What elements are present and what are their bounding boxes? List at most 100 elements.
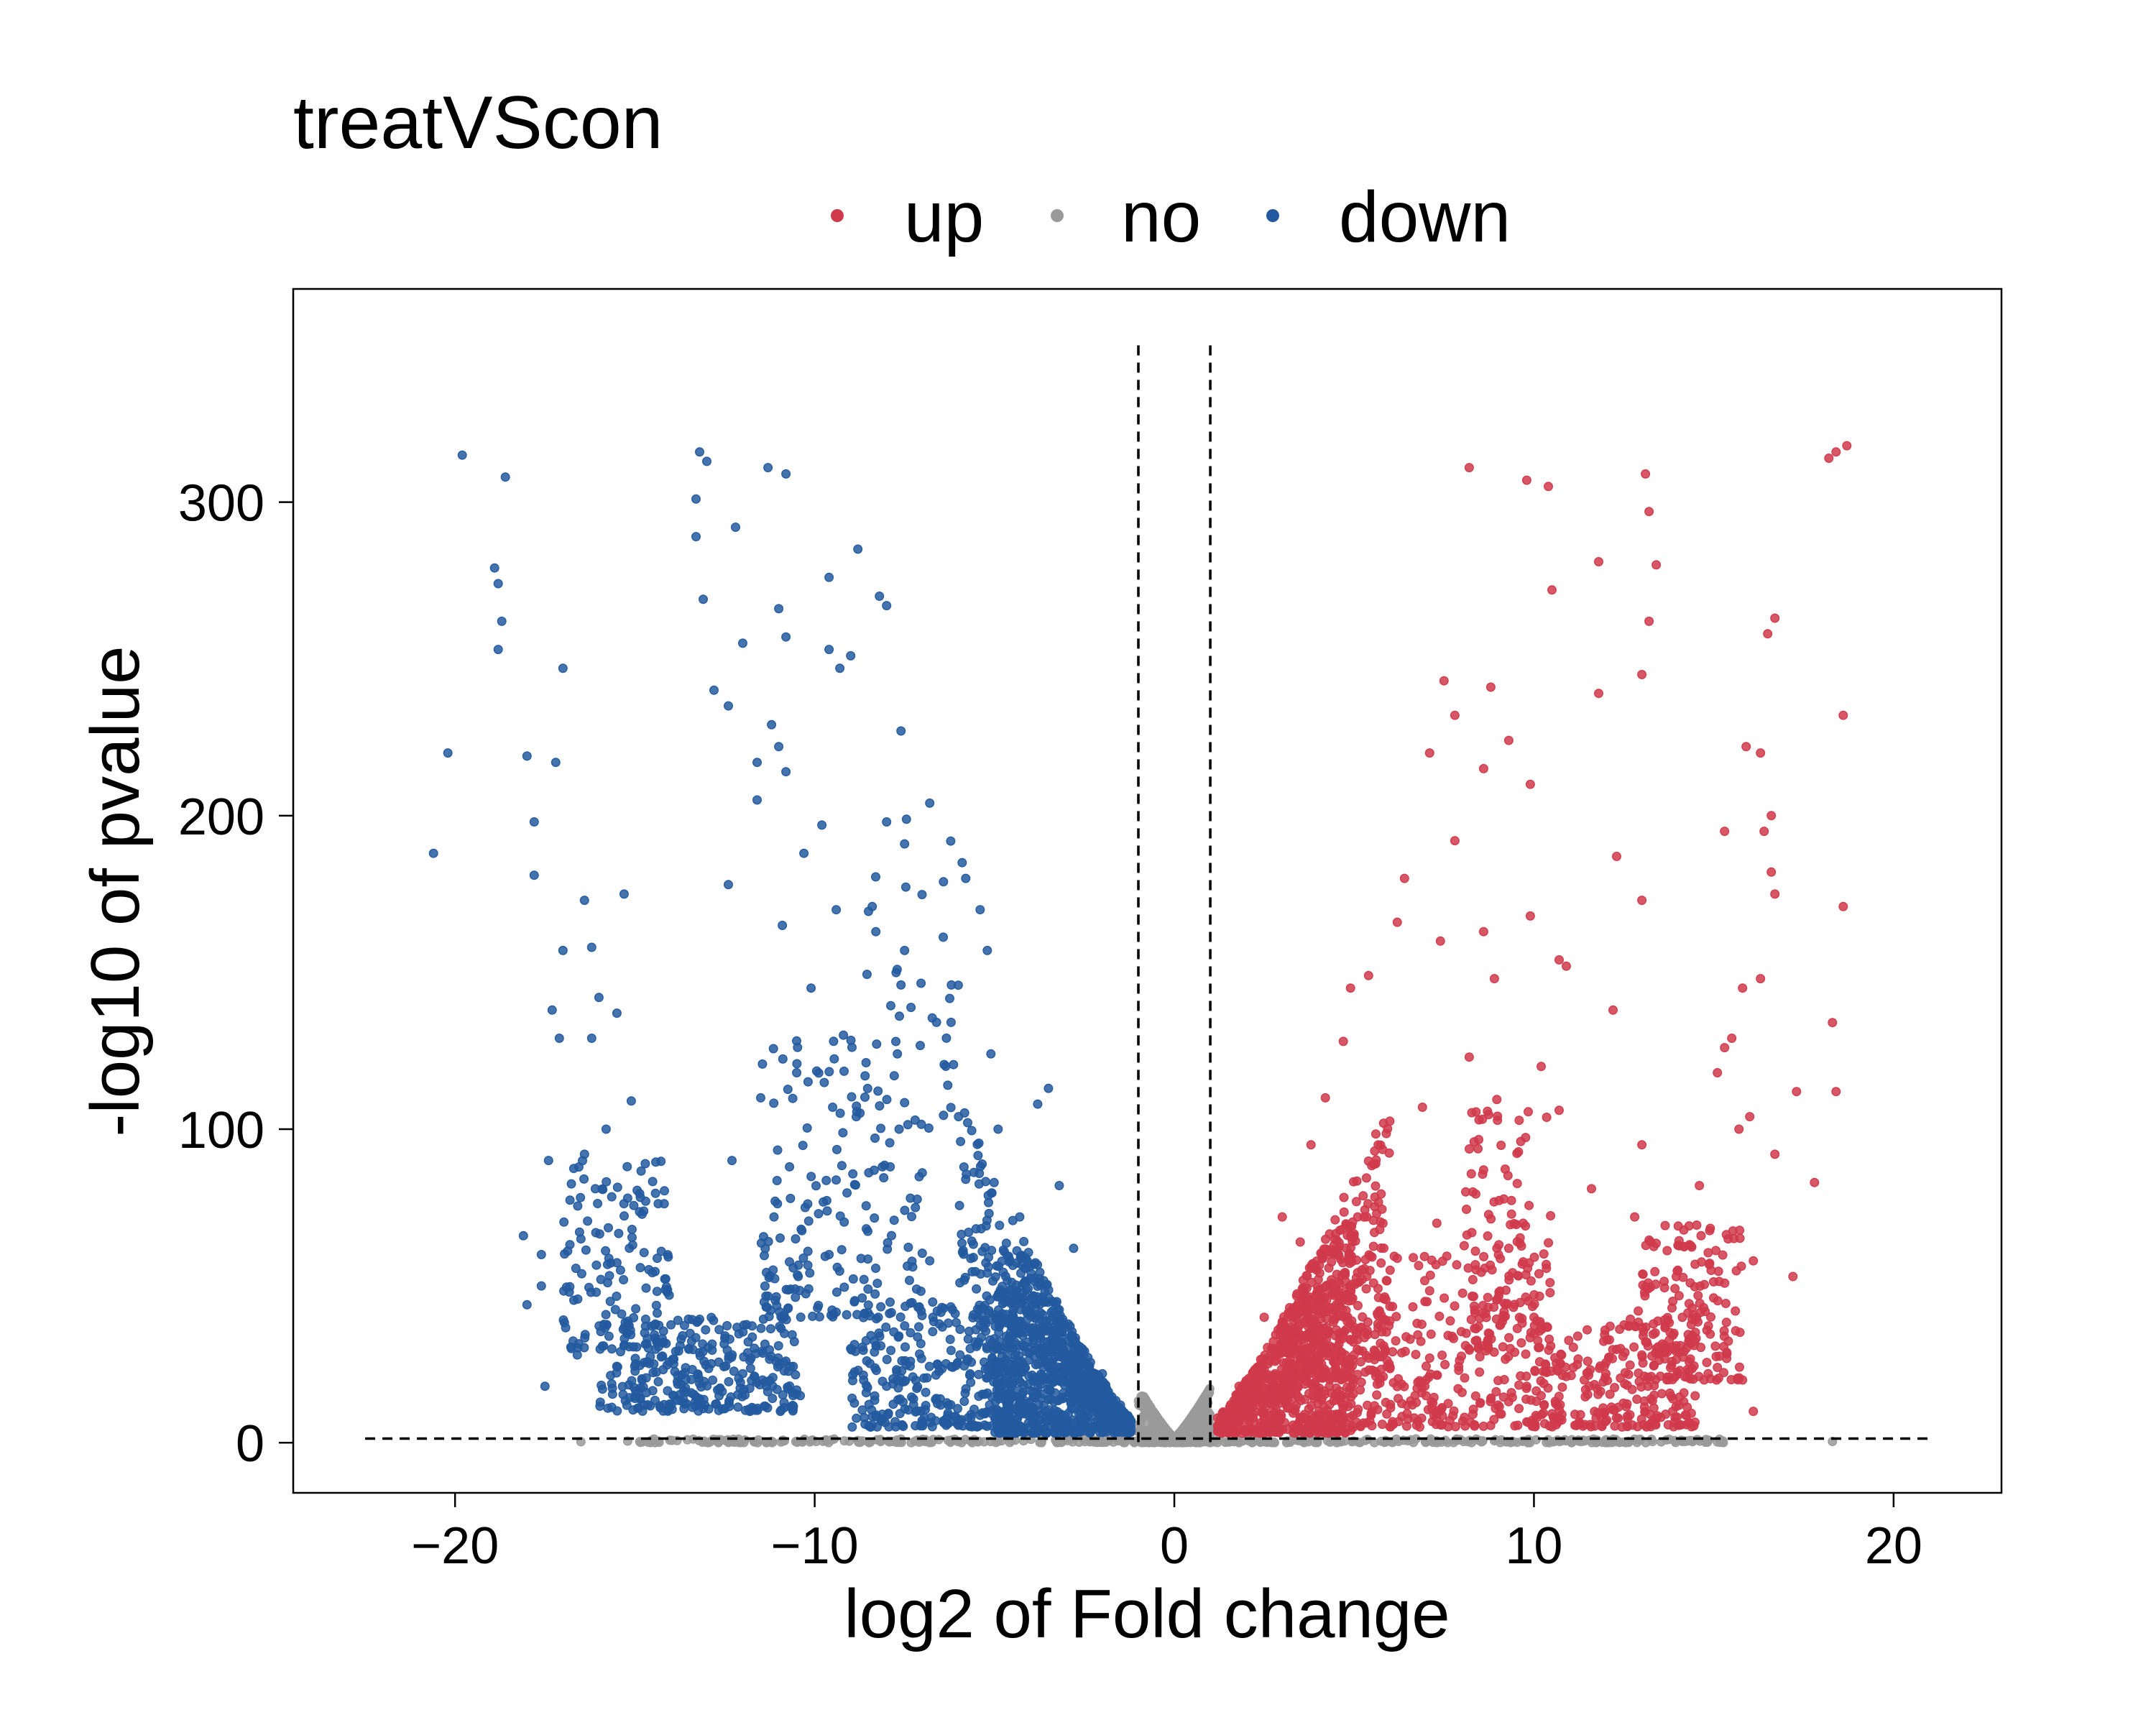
data-point-down — [924, 1361, 934, 1371]
data-point-down — [637, 1375, 647, 1385]
data-point-up — [1596, 1412, 1606, 1422]
data-point-down — [859, 1274, 869, 1284]
data-point-up — [1349, 1229, 1359, 1239]
data-point-down — [863, 1284, 873, 1294]
data-point-down — [881, 1322, 891, 1332]
data-point-down — [969, 1310, 979, 1320]
data-point-up — [1351, 1197, 1361, 1207]
data-point-up — [1437, 1350, 1447, 1360]
data-point-up — [1440, 1359, 1450, 1369]
data-point-up — [1629, 1342, 1639, 1352]
data-point-up — [1641, 1375, 1651, 1385]
data-point-no — [1197, 1432, 1207, 1442]
data-point-up — [1409, 1413, 1419, 1423]
data-point-no — [1451, 1435, 1461, 1445]
data-point-down — [765, 1354, 775, 1364]
data-point-up — [1653, 1316, 1663, 1326]
data-point-up — [1325, 1375, 1335, 1385]
data-point-down — [591, 1260, 602, 1270]
data-point-down — [695, 1351, 705, 1361]
data-point-up — [1339, 1192, 1349, 1202]
data-point-down — [579, 896, 589, 906]
data-point-down — [757, 1375, 768, 1385]
data-point-up — [1659, 1353, 1669, 1363]
data-point-up — [1649, 1361, 1659, 1371]
data-point-down — [709, 685, 719, 695]
legend-label-no: no — [1121, 177, 1201, 257]
data-point-down — [879, 1173, 889, 1183]
data-point-down — [1015, 1377, 1026, 1387]
data-point-down — [522, 751, 532, 761]
data-point-up — [1469, 1137, 1479, 1147]
data-point-down — [862, 1226, 872, 1236]
data-point-up — [1330, 1215, 1340, 1225]
data-point-down — [805, 1268, 815, 1278]
data-point-down — [882, 601, 892, 611]
data-point-down — [962, 1356, 972, 1366]
data-point-down — [493, 645, 503, 655]
data-point-up — [1450, 1301, 1460, 1311]
data-point-down — [987, 1409, 997, 1419]
data-point-down — [1049, 1377, 1059, 1387]
data-point-up — [1396, 1379, 1406, 1389]
data-point-down — [876, 1302, 886, 1312]
data-point-up — [1554, 1392, 1564, 1402]
data-point-no — [702, 1438, 712, 1448]
data-point-down — [791, 1234, 801, 1244]
data-point-down — [583, 1216, 593, 1226]
data-point-down — [1023, 1379, 1033, 1389]
data-point-down — [1044, 1285, 1054, 1295]
data-point-up — [1302, 1371, 1312, 1381]
data-point-up — [1475, 1398, 1485, 1408]
data-point-down — [900, 1321, 910, 1331]
data-point-up — [1651, 1343, 1662, 1353]
data-point-down — [770, 1274, 780, 1284]
data-point-down — [663, 1386, 673, 1396]
data-point-up — [1710, 1246, 1720, 1256]
data-point-up — [1605, 1389, 1615, 1399]
data-point-up — [1483, 1231, 1493, 1241]
data-point-up — [1463, 1263, 1473, 1273]
data-point-up — [1640, 1407, 1650, 1417]
data-point-down — [817, 820, 827, 830]
data-point-down — [571, 1264, 581, 1274]
data-point-up — [1483, 1210, 1493, 1220]
data-point-up — [1358, 1191, 1368, 1201]
data-point-up — [1337, 1304, 1348, 1314]
data-point-up — [1363, 1353, 1373, 1363]
data-point-up — [1296, 1396, 1306, 1406]
data-point-down — [998, 1282, 1008, 1292]
data-point-down — [798, 1141, 808, 1151]
data-point-up — [1437, 1411, 1447, 1421]
data-point-down — [758, 1314, 768, 1324]
data-point-up — [1363, 1330, 1373, 1340]
data-point-up — [1498, 1194, 1508, 1204]
data-point-down — [834, 1266, 844, 1276]
data-point-up — [1381, 1294, 1391, 1305]
data-point-up — [1376, 1243, 1386, 1253]
data-point-down — [699, 594, 709, 604]
data-point-up — [1376, 1258, 1386, 1268]
data-point-down — [947, 1305, 957, 1315]
data-point-down — [1069, 1243, 1079, 1254]
data-point-up — [1261, 1427, 1271, 1437]
data-point-up — [1670, 1412, 1680, 1422]
data-point-up — [1557, 1409, 1567, 1420]
data-point-up — [1557, 1382, 1567, 1392]
data-point-down — [457, 450, 467, 460]
data-point-down — [831, 1287, 842, 1297]
data-point-down — [867, 1420, 877, 1430]
data-point-down — [888, 1374, 898, 1384]
data-point-down — [939, 1059, 949, 1070]
data-point-up — [1307, 1401, 1317, 1411]
data-point-down — [1033, 1282, 1043, 1292]
data-point-down — [1015, 1305, 1026, 1315]
data-point-down — [938, 932, 948, 942]
data-point-no — [1199, 1394, 1209, 1404]
data-point-up — [1411, 1349, 1421, 1359]
data-point-down — [819, 1197, 829, 1207]
data-point-no — [1592, 1435, 1602, 1445]
data-point-up — [1623, 1320, 1634, 1330]
data-point-down — [599, 1320, 609, 1330]
